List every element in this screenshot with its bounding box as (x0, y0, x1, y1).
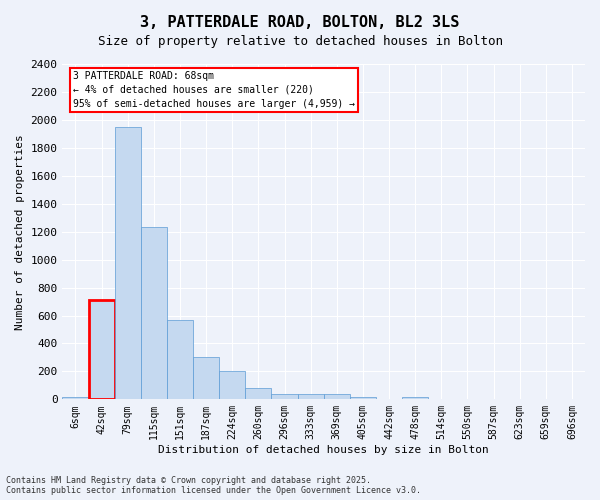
Bar (350, 396, 376, 400)
Bar (324, 394, 350, 400)
X-axis label: Distribution of detached houses by size in Bolton: Distribution of detached houses by size … (158, 445, 489, 455)
Bar (115, 127, 141, 400)
Bar (402, 397, 428, 400)
Bar (89, 300, 115, 400)
Bar (271, 394, 298, 400)
Bar (219, 372, 245, 400)
Bar (376, 398, 402, 400)
Text: Size of property relative to detached houses in Bolton: Size of property relative to detached ho… (97, 35, 503, 48)
Text: 3 PATTERDALE ROAD: 68sqm
← 4% of detached houses are smaller (220)
95% of semi-d: 3 PATTERDALE ROAD: 68sqm ← 4% of detache… (73, 70, 355, 108)
Text: 3, PATTERDALE ROAD, BOLTON, BL2 3LS: 3, PATTERDALE ROAD, BOLTON, BL2 3LS (140, 15, 460, 30)
Bar (167, 320, 193, 400)
Y-axis label: Number of detached properties: Number of detached properties (15, 134, 25, 330)
Bar (193, 358, 219, 400)
Bar (62, 397, 89, 400)
Bar (245, 388, 271, 400)
Bar (141, 228, 167, 400)
Text: Contains HM Land Registry data © Crown copyright and database right 2025.
Contai: Contains HM Land Registry data © Crown c… (6, 476, 421, 495)
Bar (298, 394, 324, 400)
